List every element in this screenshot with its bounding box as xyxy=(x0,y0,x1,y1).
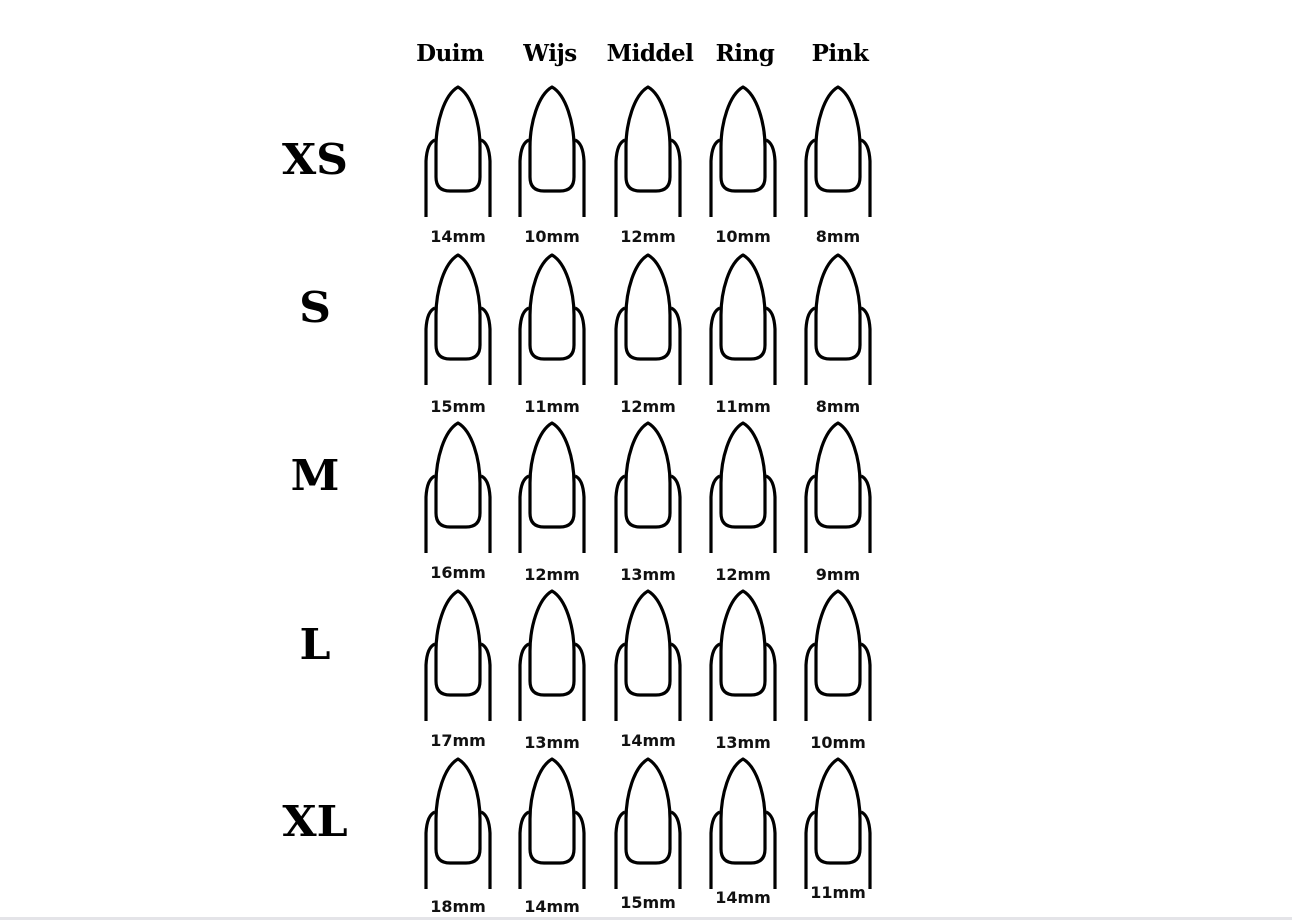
nail-width-value: 12mm xyxy=(524,565,580,584)
stiletto-nail-icon xyxy=(516,757,588,889)
nail-width-value: 11mm xyxy=(715,397,771,416)
stiletto-nail-icon xyxy=(422,757,494,889)
stiletto-nail-icon xyxy=(612,757,684,889)
stiletto-nail-icon xyxy=(802,421,874,553)
finger-header-ring: Ring xyxy=(715,40,775,67)
nail-width-value: 13mm xyxy=(715,733,771,752)
stiletto-nail-icon xyxy=(422,85,494,217)
nail-width-value: 11mm xyxy=(810,883,866,902)
stiletto-nail-icon xyxy=(707,421,779,553)
stiletto-nail-icon xyxy=(707,589,779,721)
stiletto-nail-icon xyxy=(802,757,874,889)
nail-width-value: 15mm xyxy=(620,893,676,912)
nail-width-value: 10mm xyxy=(715,227,771,246)
size-label-l: L xyxy=(299,620,331,669)
nail-width-value: 12mm xyxy=(715,565,771,584)
stiletto-nail-icon xyxy=(516,253,588,385)
stiletto-nail-icon xyxy=(422,421,494,553)
stiletto-nail-icon xyxy=(516,421,588,553)
stiletto-nail-icon xyxy=(516,589,588,721)
nail-width-value: 14mm xyxy=(430,227,486,246)
size-label-xl: XL xyxy=(282,797,348,846)
nail-width-value: 14mm xyxy=(620,731,676,750)
size-label-s: S xyxy=(299,283,331,332)
size-label-m: M xyxy=(290,451,340,500)
stiletto-nail-icon xyxy=(707,253,779,385)
stiletto-nail-icon xyxy=(707,757,779,889)
stiletto-nail-icon xyxy=(612,589,684,721)
stiletto-nail-icon xyxy=(516,85,588,217)
finger-header-middel: Middel xyxy=(606,40,694,67)
finger-header-wijs: Wijs xyxy=(523,40,577,67)
stiletto-nail-icon xyxy=(612,421,684,553)
nail-width-value: 12mm xyxy=(620,227,676,246)
nail-width-value: 16mm xyxy=(430,563,486,582)
nail-width-value: 12mm xyxy=(620,397,676,416)
nail-width-value: 15mm xyxy=(430,397,486,416)
nail-width-value: 13mm xyxy=(524,733,580,752)
nail-width-value: 9mm xyxy=(815,565,861,584)
bottom-border xyxy=(0,917,1292,920)
stiletto-nail-icon xyxy=(612,253,684,385)
nail-width-value: 10mm xyxy=(524,227,580,246)
nail-width-value: 8mm xyxy=(815,227,861,246)
stiletto-nail-icon xyxy=(612,85,684,217)
nail-width-value: 14mm xyxy=(524,897,580,916)
size-label-xs: XS xyxy=(281,135,349,184)
nail-width-value: 10mm xyxy=(810,733,866,752)
nail-width-value: 8mm xyxy=(815,397,861,416)
nail-width-value: 11mm xyxy=(524,397,580,416)
stiletto-nail-icon xyxy=(802,589,874,721)
nail-width-value: 18mm xyxy=(430,897,486,916)
stiletto-nail-icon xyxy=(422,589,494,721)
nail-width-value: 14mm xyxy=(715,888,771,907)
stiletto-nail-icon xyxy=(707,85,779,217)
stiletto-nail-icon xyxy=(422,253,494,385)
finger-header-pink: Pink xyxy=(811,40,869,67)
finger-header-duim: Duim xyxy=(416,40,484,67)
nail-width-value: 13mm xyxy=(620,565,676,584)
stiletto-nail-icon xyxy=(802,85,874,217)
nail-width-value: 17mm xyxy=(430,731,486,750)
stiletto-nail-icon xyxy=(802,253,874,385)
